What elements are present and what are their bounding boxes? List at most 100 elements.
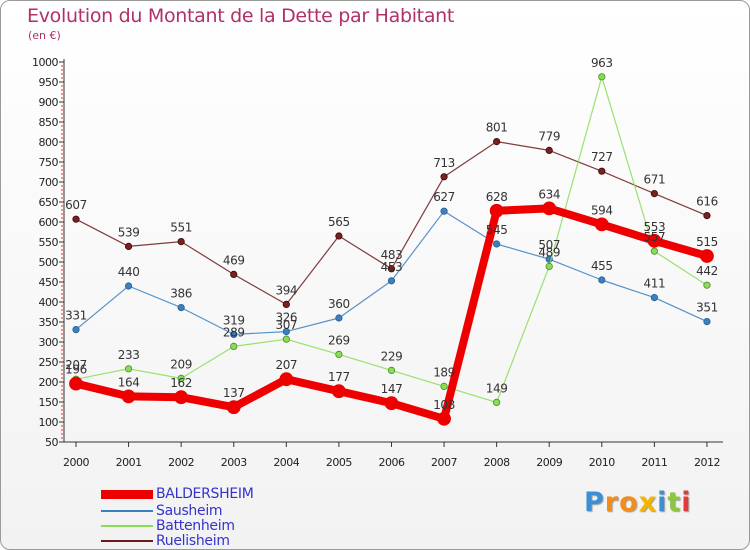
legend-swatch xyxy=(101,510,153,512)
data-label: 289 xyxy=(223,325,245,339)
data-point-battenheim xyxy=(230,342,238,350)
data-point-baldersheim xyxy=(69,376,83,391)
data-point-sausheim xyxy=(335,314,343,322)
data-point-ruelisheim xyxy=(72,215,80,223)
data-point-battenheim xyxy=(493,398,501,406)
legend-label: Battenheim xyxy=(156,518,235,534)
proxiti-logo: Proxiti xyxy=(584,487,692,518)
data-label: 108 xyxy=(433,398,455,412)
data-point-sausheim xyxy=(177,303,185,312)
data-point-sausheim xyxy=(387,277,396,285)
data-point-sausheim xyxy=(124,282,133,290)
data-label: 671 xyxy=(644,173,666,187)
data-point-battenheim xyxy=(124,365,133,373)
y-tick-label: 450 xyxy=(39,276,59,289)
data-label: 551 xyxy=(170,221,192,235)
y-tick-label: 200 xyxy=(39,376,59,389)
data-label: 801 xyxy=(486,121,508,135)
data-point-baldersheim xyxy=(542,201,557,216)
data-label: 207 xyxy=(65,358,87,372)
data-label: 442 xyxy=(696,264,718,278)
x-tick-label: 2005 xyxy=(326,456,352,469)
data-label: 331 xyxy=(65,309,87,323)
data-point-sausheim xyxy=(493,240,501,248)
data-label: 565 xyxy=(328,215,350,229)
data-point-ruelisheim xyxy=(703,212,711,220)
data-label: 545 xyxy=(486,223,508,237)
data-point-ruelisheim xyxy=(387,265,396,273)
legend-swatch xyxy=(101,525,153,527)
data-point-baldersheim xyxy=(279,372,294,387)
y-tick-label: 650 xyxy=(39,196,59,209)
data-point-sausheim xyxy=(598,276,606,284)
data-point-sausheim xyxy=(282,327,290,336)
x-tick-label: 2006 xyxy=(378,456,404,469)
data-point-baldersheim xyxy=(174,390,189,405)
y-tick-label: 700 xyxy=(39,176,59,189)
data-label: 149 xyxy=(486,381,508,395)
y-tick-label: 800 xyxy=(39,136,59,149)
data-point-sausheim xyxy=(650,293,658,302)
legend-label: Sausheim xyxy=(156,503,223,519)
data-label: 269 xyxy=(328,333,350,347)
data-label: 553 xyxy=(644,220,666,234)
data-label: 607 xyxy=(65,198,87,212)
legend-swatch xyxy=(101,540,153,542)
x-tick-label: 2000 xyxy=(63,456,89,469)
data-label: 634 xyxy=(538,187,560,201)
y-tick-label: 1000 xyxy=(32,56,58,69)
data-point-sausheim xyxy=(72,325,80,334)
data-point-battenheim xyxy=(177,374,185,382)
data-point-baldersheim xyxy=(384,396,399,411)
data-label: 557 xyxy=(644,230,666,244)
data-label: 515 xyxy=(696,235,718,249)
data-label: 453 xyxy=(381,260,403,274)
data-label: 394 xyxy=(275,283,297,297)
data-point-baldersheim xyxy=(331,384,346,399)
x-tick-label: 2003 xyxy=(221,456,247,469)
y-tick-label: 400 xyxy=(39,296,59,309)
data-point-baldersheim xyxy=(121,389,136,404)
legend-label: Ruelisheim xyxy=(156,533,230,549)
data-point-ruelisheim xyxy=(650,190,658,198)
data-point-battenheim xyxy=(598,73,606,81)
data-label: 360 xyxy=(328,297,350,311)
y-tick-label: 950 xyxy=(39,76,59,89)
x-tick-label: 2011 xyxy=(641,456,667,469)
logo-letter: P xyxy=(584,487,605,518)
y-tick-label: 750 xyxy=(39,156,59,169)
y-tick-label: 500 xyxy=(39,256,59,269)
data-label: 507 xyxy=(538,238,560,252)
data-point-ruelisheim xyxy=(124,242,133,250)
data-label: 483 xyxy=(381,248,403,262)
chart-subtitle: (en €) xyxy=(28,29,61,42)
data-label: 319 xyxy=(223,313,245,327)
data-point-baldersheim xyxy=(226,400,241,415)
y-tick-label: 300 xyxy=(39,336,59,349)
data-label: 727 xyxy=(591,150,613,164)
data-point-ruelisheim xyxy=(440,173,448,181)
data-label: 307 xyxy=(275,318,297,332)
data-label: 207 xyxy=(275,358,297,372)
x-tick-label: 2009 xyxy=(536,456,562,469)
data-point-ruelisheim xyxy=(335,232,343,240)
data-label: 627 xyxy=(433,190,455,204)
data-point-sausheim xyxy=(230,330,238,338)
logo-letter: t xyxy=(667,487,682,518)
data-label: 189 xyxy=(433,365,455,379)
y-tick-label: 50 xyxy=(45,436,58,449)
x-tick-label: 2007 xyxy=(431,456,457,469)
data-label: 351 xyxy=(696,301,718,315)
data-label: 326 xyxy=(275,311,297,325)
y-tick-label: 550 xyxy=(39,236,59,249)
data-label: 164 xyxy=(118,375,140,389)
data-label: 162 xyxy=(170,376,192,390)
data-label: 137 xyxy=(223,386,245,400)
x-tick-label: 2002 xyxy=(168,456,194,469)
data-point-ruelisheim xyxy=(282,300,290,308)
data-point-ruelisheim xyxy=(230,270,238,278)
y-tick-label: 600 xyxy=(39,216,59,229)
x-tick-label: 2001 xyxy=(116,456,142,469)
